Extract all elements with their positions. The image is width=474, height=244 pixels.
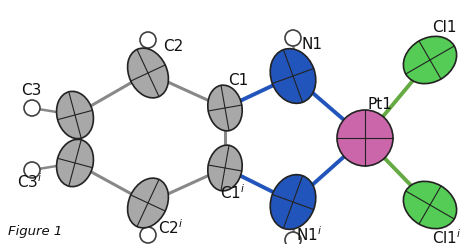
Text: C3$^{i}$: C3$^{i}$ (17, 172, 42, 191)
Ellipse shape (270, 49, 316, 103)
Ellipse shape (56, 91, 93, 139)
Ellipse shape (337, 110, 393, 166)
Circle shape (285, 232, 301, 244)
Circle shape (140, 227, 156, 243)
Text: C1: C1 (228, 73, 248, 88)
Ellipse shape (208, 145, 242, 191)
Text: Cl1: Cl1 (432, 20, 456, 35)
Text: N1: N1 (302, 37, 323, 52)
Text: C1$^{i}$: C1$^{i}$ (220, 183, 246, 202)
Ellipse shape (56, 139, 93, 187)
Circle shape (24, 100, 40, 116)
Circle shape (285, 30, 301, 46)
Ellipse shape (270, 175, 316, 229)
Text: Figure 1: Figure 1 (8, 225, 62, 238)
Text: N1$^{i}$: N1$^{i}$ (296, 225, 322, 244)
Text: Cl1$^{i}$: Cl1$^{i}$ (432, 228, 462, 244)
Ellipse shape (208, 85, 242, 131)
Text: Pt1: Pt1 (368, 97, 393, 112)
Text: C2$^{i}$: C2$^{i}$ (158, 218, 183, 237)
Ellipse shape (128, 48, 168, 98)
Circle shape (24, 162, 40, 178)
Text: C3: C3 (22, 83, 42, 98)
Text: C2: C2 (163, 39, 183, 54)
Ellipse shape (128, 178, 168, 228)
Ellipse shape (403, 36, 456, 84)
Circle shape (140, 32, 156, 48)
Ellipse shape (403, 181, 456, 229)
